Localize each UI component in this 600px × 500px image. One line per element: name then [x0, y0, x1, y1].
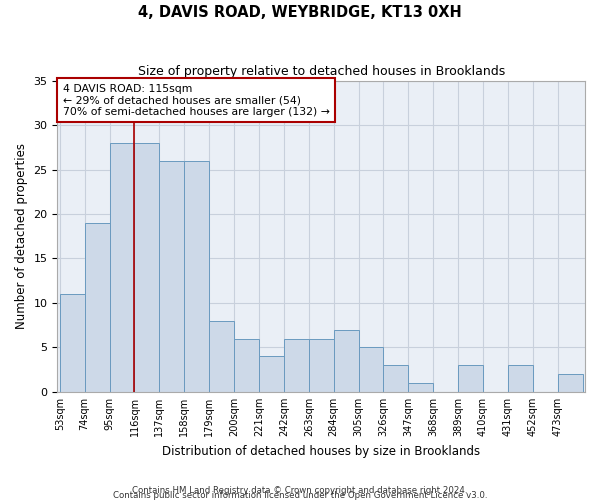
Bar: [209, 321, 234, 392]
Text: 4, DAVIS ROAD, WEYBRIDGE, KT13 0XH: 4, DAVIS ROAD, WEYBRIDGE, KT13 0XH: [138, 5, 462, 20]
Bar: [558, 374, 583, 392]
Bar: [259, 356, 284, 392]
Bar: [110, 143, 134, 392]
Bar: [134, 143, 160, 392]
Bar: [309, 338, 334, 392]
Bar: [359, 348, 383, 392]
Bar: [60, 294, 85, 392]
Bar: [85, 223, 110, 392]
Y-axis label: Number of detached properties: Number of detached properties: [15, 143, 28, 329]
Bar: [234, 338, 259, 392]
Bar: [184, 160, 209, 392]
Bar: [334, 330, 359, 392]
Text: 4 DAVIS ROAD: 115sqm
← 29% of detached houses are smaller (54)
70% of semi-detac: 4 DAVIS ROAD: 115sqm ← 29% of detached h…: [62, 84, 329, 117]
Bar: [409, 383, 433, 392]
Text: Contains HM Land Registry data © Crown copyright and database right 2024.: Contains HM Land Registry data © Crown c…: [132, 486, 468, 495]
Bar: [458, 365, 483, 392]
Title: Size of property relative to detached houses in Brooklands: Size of property relative to detached ho…: [137, 65, 505, 78]
Text: Contains public sector information licensed under the Open Government Licence v3: Contains public sector information licen…: [113, 490, 487, 500]
X-axis label: Distribution of detached houses by size in Brooklands: Distribution of detached houses by size …: [162, 444, 480, 458]
Bar: [383, 365, 409, 392]
Bar: [160, 160, 184, 392]
Bar: [284, 338, 309, 392]
Bar: [508, 365, 533, 392]
